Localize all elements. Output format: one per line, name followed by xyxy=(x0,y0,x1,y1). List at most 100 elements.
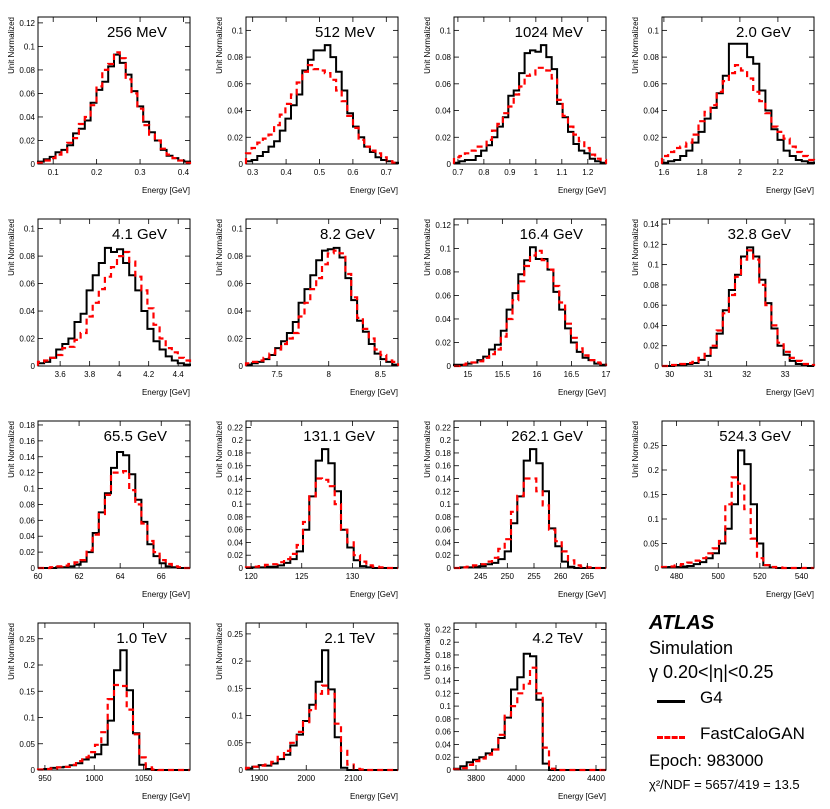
x-tick-label: 1050 xyxy=(135,774,153,783)
y-tick-label: 0.15 xyxy=(227,684,243,693)
x-tick-label: 1.8 xyxy=(696,168,708,177)
y-axis-label: Unit Normalized xyxy=(215,17,224,74)
x-tick-label: 520 xyxy=(753,572,767,581)
x-axis-label: Energy [GeV] xyxy=(142,792,190,801)
fastcalogan-histogram xyxy=(244,684,398,772)
histogram-panel: 0 0.02 0.04 0.06 0.08 0.1 0.12 0.14 0.16 0.18 60 62… xyxy=(7,420,191,599)
g4-histogram xyxy=(453,44,607,164)
y-tick-label: 0 xyxy=(655,362,660,371)
y-tick-label: 0.1 xyxy=(648,515,660,524)
panel-title: 8.2 GeV xyxy=(320,226,375,243)
g4-histogram xyxy=(37,53,191,164)
legend-gan-swatch xyxy=(657,736,685,739)
histogram-panel: 0 0.05 0.1 0.15 0.2 0.25 1900 2000 2100 2.1 TeV En… xyxy=(215,622,399,801)
y-tick-label: 0 xyxy=(239,362,244,371)
x-tick-label: 1.6 xyxy=(658,168,670,177)
y-tick-label: 0 xyxy=(31,564,36,573)
fastcalogan-histogram xyxy=(454,249,608,368)
x-axis-label: Energy [GeV] xyxy=(142,590,190,599)
x-tick-label: 31 xyxy=(704,370,713,379)
y-tick-label: 0.12 xyxy=(19,469,35,478)
y-tick-label: 0.02 xyxy=(435,551,451,560)
y-tick-label: 0.16 xyxy=(435,462,451,471)
x-axis-label: Energy [GeV] xyxy=(766,186,814,195)
y-tick-label: 0.06 xyxy=(643,80,659,89)
panel-title: 256 MeV xyxy=(107,24,167,41)
legend-g4-label: G4 xyxy=(700,688,723,707)
y-tick-label: 0 xyxy=(239,160,244,169)
y-tick-label: 0.18 xyxy=(435,651,451,660)
y-tick-label: 0.08 xyxy=(435,268,451,277)
x-tick-label: 15.5 xyxy=(495,370,511,379)
y-tick-label: 0.02 xyxy=(643,342,659,351)
y-tick-label: 0.15 xyxy=(643,491,659,500)
y-tick-label: 0.22 xyxy=(227,423,243,432)
fastcalogan-histogram xyxy=(244,249,400,366)
y-axis-label: Unit Normalized xyxy=(7,17,16,74)
fastcalogan-histogram xyxy=(36,683,190,772)
histogram-panel: 0 0.05 0.1 0.15 0.2 0.25 480 500 520 540 524.3 GeV… xyxy=(631,420,815,599)
x-tick-label: 2000 xyxy=(297,774,315,783)
panel-title: 32.8 GeV xyxy=(728,226,791,243)
y-tick-label: 0 xyxy=(31,766,36,775)
plot-frame xyxy=(453,218,607,367)
x-tick-label: 0.8 xyxy=(478,168,490,177)
g4-histogram xyxy=(37,246,191,366)
x-tick-label: 120 xyxy=(244,572,258,581)
x-tick-label: 0.9 xyxy=(504,168,516,177)
y-tick-label: 0.12 xyxy=(435,487,451,496)
y-tick-label: 0.08 xyxy=(643,281,659,290)
y-axis-label: Unit Normalized xyxy=(423,17,432,74)
x-tick-label: 540 xyxy=(795,572,809,581)
x-tick-label: 4000 xyxy=(507,774,525,783)
y-tick-label: 0.08 xyxy=(19,500,35,509)
y-tick-label: 0.04 xyxy=(435,538,451,547)
x-tick-label: 32 xyxy=(742,370,751,379)
x-tick-label: 0.7 xyxy=(381,168,393,177)
plot-frame xyxy=(453,16,607,165)
panel-title: 65.5 GeV xyxy=(104,428,167,445)
y-tick-label: 0.04 xyxy=(227,307,243,316)
y-tick-label: 0.1 xyxy=(232,225,244,234)
y-tick-label: 0.16 xyxy=(227,462,243,471)
x-tick-label: 245 xyxy=(474,572,488,581)
fastcalogan-histogram xyxy=(36,51,192,164)
y-tick-label: 0.04 xyxy=(643,321,659,330)
fastcalogan-histogram xyxy=(452,666,606,772)
x-axis-label: Energy [GeV] xyxy=(350,186,398,195)
x-tick-label: 8 xyxy=(326,370,331,379)
panel-title: 16.4 GeV xyxy=(520,226,583,243)
y-tick-label: 0.25 xyxy=(643,442,659,451)
g4-histogram xyxy=(661,42,815,164)
y-tick-label: 0.12 xyxy=(227,487,243,496)
x-tick-label: 3800 xyxy=(467,774,485,783)
y-axis-label: Unit Normalized xyxy=(631,421,640,478)
y-tick-label: 0.08 xyxy=(435,715,451,724)
y-tick-label: 0.02 xyxy=(19,136,35,145)
y-tick-label: 0.12 xyxy=(19,19,35,28)
y-tick-label: 0.02 xyxy=(19,548,35,557)
y-tick-label: 0.08 xyxy=(19,66,35,75)
plot-frame xyxy=(245,218,399,367)
panel-title: 1024 MeV xyxy=(515,24,583,41)
histogram-panel: 0 0.02 0.04 0.06 0.08 0.1 0.12 15 15.5 16 16.5 17 16… xyxy=(423,218,611,397)
y-tick-label: 0.04 xyxy=(227,538,243,547)
y-tick-label: 0.1 xyxy=(232,712,244,721)
y-tick-label: 0.1 xyxy=(440,702,452,711)
y-tick-label: 0 xyxy=(239,564,244,573)
y-tick-label: 0.1 xyxy=(440,244,452,253)
y-tick-label: 0.22 xyxy=(435,423,451,432)
y-tick-label: 0.14 xyxy=(435,677,451,686)
panel-title: 1.0 TeV xyxy=(116,630,167,647)
x-tick-label: 500 xyxy=(712,572,726,581)
y-tick-label: 0.06 xyxy=(435,80,451,89)
y-tick-label: 0.2 xyxy=(232,657,244,666)
y-tick-label: 0.06 xyxy=(19,89,35,98)
y-tick-label: 0 xyxy=(655,160,660,169)
y-tick-label: 0.06 xyxy=(227,80,243,89)
x-tick-label: 15 xyxy=(463,370,472,379)
y-tick-label: 0.12 xyxy=(435,689,451,698)
panel-title: 2.1 TeV xyxy=(324,630,375,647)
x-axis-label: Energy [GeV] xyxy=(558,590,606,599)
x-tick-label: 1.1 xyxy=(556,168,568,177)
